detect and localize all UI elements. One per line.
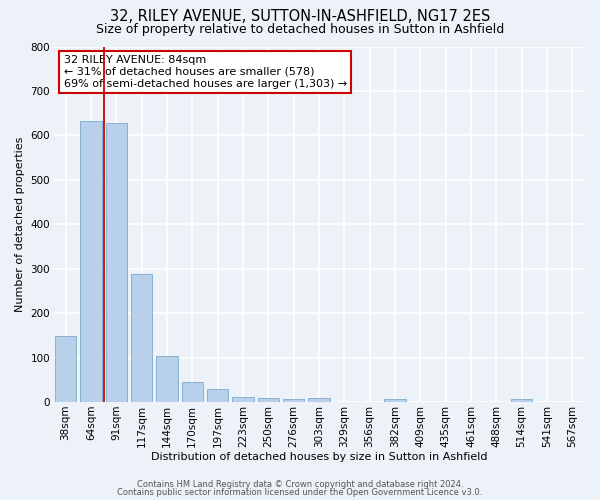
Text: Size of property relative to detached houses in Sutton in Ashfield: Size of property relative to detached ho… [96, 22, 504, 36]
Bar [207, 388, 229, 402]
Text: 32, RILEY AVENUE, SUTTON-IN-ASHFIELD, NG17 2ES: 32, RILEY AVENUE, SUTTON-IN-ASHFIELD, NG… [110, 9, 490, 24]
Text: Contains public sector information licensed under the Open Government Licence v3: Contains public sector information licen… [118, 488, 482, 497]
Bar [182, 382, 203, 402]
X-axis label: Distribution of detached houses by size in Sutton in Ashfield: Distribution of detached houses by size … [151, 452, 487, 462]
Bar [232, 397, 254, 402]
Bar [80, 121, 102, 402]
Text: Contains HM Land Registry data © Crown copyright and database right 2024.: Contains HM Land Registry data © Crown c… [137, 480, 463, 489]
Bar [156, 356, 178, 402]
Text: 32 RILEY AVENUE: 84sqm
← 31% of detached houses are smaller (578)
69% of semi-de: 32 RILEY AVENUE: 84sqm ← 31% of detached… [64, 56, 347, 88]
Bar [384, 399, 406, 402]
Bar [106, 123, 127, 402]
Bar [308, 398, 330, 402]
Bar [283, 399, 304, 402]
Y-axis label: Number of detached properties: Number of detached properties [15, 136, 25, 312]
Bar [511, 400, 532, 402]
Bar [257, 398, 279, 402]
Bar [55, 336, 76, 402]
Bar [131, 274, 152, 402]
